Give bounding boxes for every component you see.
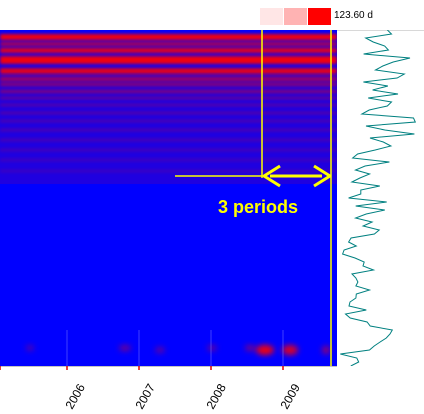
trace-line — [340, 30, 417, 366]
heatmap-band — [0, 83, 337, 86]
x-axis: 2006 2007 2008 2009 — [0, 366, 337, 412]
scale-max-label: 123.60 d — [334, 10, 373, 21]
heatmap-hotspot — [155, 347, 165, 353]
heatmap-band — [0, 97, 337, 99]
x-tick-label-2008: 2008 — [203, 381, 229, 411]
arrowhead-right-icon — [313, 164, 332, 188]
heatmap-band — [0, 159, 337, 161]
scale-swatch-high — [308, 8, 331, 25]
wavelet-heatmap[interactable]: 3 periods — [0, 30, 337, 366]
heatmap-bands — [0, 34, 337, 172]
heatmap-hotspots — [26, 345, 330, 355]
x-tick-label-2007: 2007 — [132, 381, 158, 411]
heatmap-hotspot — [26, 345, 34, 351]
color-scale-bar: 123.60 d — [0, 0, 424, 31]
heatmap-band — [0, 56, 337, 64]
heatmap-hotspot — [322, 346, 330, 354]
heatmap-haze — [0, 74, 337, 184]
scale-swatch-mid — [284, 8, 307, 25]
heatmap-band — [0, 170, 337, 172]
heatmap-band — [0, 90, 337, 93]
heatmap-hotspot — [119, 345, 131, 351]
arrowhead-left-icon — [262, 164, 281, 188]
heatmap-band — [0, 42, 337, 46]
heatmap-band — [0, 120, 337, 122]
heatmap-band — [0, 68, 337, 74]
periods-annotation: 3 periods — [218, 197, 298, 217]
heatmap-band — [0, 77, 337, 81]
heatmap-hotspot — [245, 345, 255, 351]
heatmap-band — [0, 48, 337, 53]
scale-swatch-low — [260, 8, 283, 25]
x-tick-label-2006: 2006 — [62, 381, 88, 411]
heatmap-band — [0, 104, 337, 106]
heatmap-band — [0, 34, 337, 40]
x-tick-label-2009: 2009 — [277, 381, 303, 411]
time-series-trace — [340, 30, 417, 366]
heatmap-band — [0, 149, 337, 151]
heatmap-hotspot — [256, 345, 274, 355]
heatmap-band — [0, 112, 337, 114]
heatmap-hotspot — [207, 345, 217, 351]
heatmap-hotspot — [282, 345, 298, 355]
heatmap-band — [0, 129, 337, 131]
heatmap-band — [0, 139, 337, 141]
